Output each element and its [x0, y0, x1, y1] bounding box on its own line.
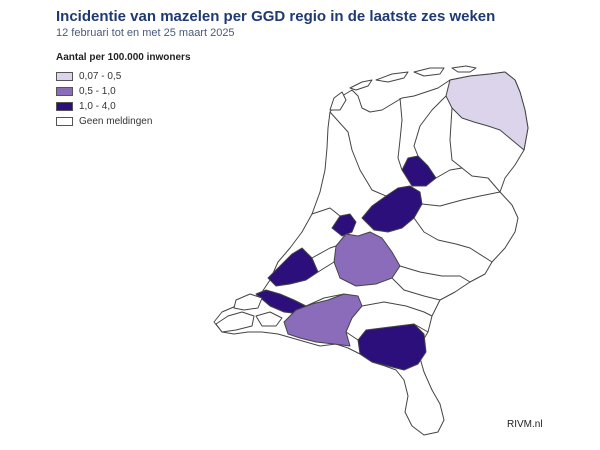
region-borders — [305, 95, 501, 341]
map-subtitle: 12 februari tot en met 25 maart 2025 — [56, 27, 235, 39]
region-flevoland — [361, 185, 423, 233]
legend-item-none: Geen meldingen — [56, 114, 191, 129]
region-noordoostpolder — [401, 155, 437, 187]
legend-item-high: 1,0 - 4,0 — [56, 99, 191, 114]
legend-label-high: 1,0 - 4,0 — [79, 101, 116, 112]
region-west-brabant — [283, 293, 363, 347]
legend-swatch-high — [56, 102, 73, 111]
island-1 — [215, 311, 255, 333]
legend-title: Aantal per 100.000 inwoners — [56, 52, 191, 63]
wadden-terschelling — [375, 71, 409, 83]
legend-swatch-none — [56, 117, 73, 126]
wadden-ameland — [413, 67, 445, 77]
island-3 — [255, 311, 283, 327]
region-haaglanden — [267, 247, 319, 287]
legend: Aantal per 100.000 inwoners 0,07 - 0,5 0… — [56, 52, 191, 129]
legend-label-low: 0,07 - 0,5 — [79, 71, 122, 82]
island-2 — [233, 293, 263, 311]
wadden-schiermonnikoog — [451, 65, 477, 73]
legend-label-mid: 0,5 - 1,0 — [79, 86, 116, 97]
legend-item-mid: 0,5 - 1,0 — [56, 84, 191, 99]
legend-item-low: 0,07 - 0,5 — [56, 69, 191, 84]
legend-label-none: Geen meldingen — [79, 116, 153, 127]
legend-swatch-low — [56, 72, 73, 81]
wadden-vlieland — [349, 79, 373, 91]
region-groningen — [445, 71, 529, 151]
wadden-texel — [329, 91, 347, 111]
region-brabant-oost — [357, 323, 427, 371]
credit-label: RIVM.nl — [507, 419, 543, 430]
legend-swatch-mid — [56, 87, 73, 96]
map-title: Incidentie van mazelen per GGD regio in … — [56, 8, 496, 25]
